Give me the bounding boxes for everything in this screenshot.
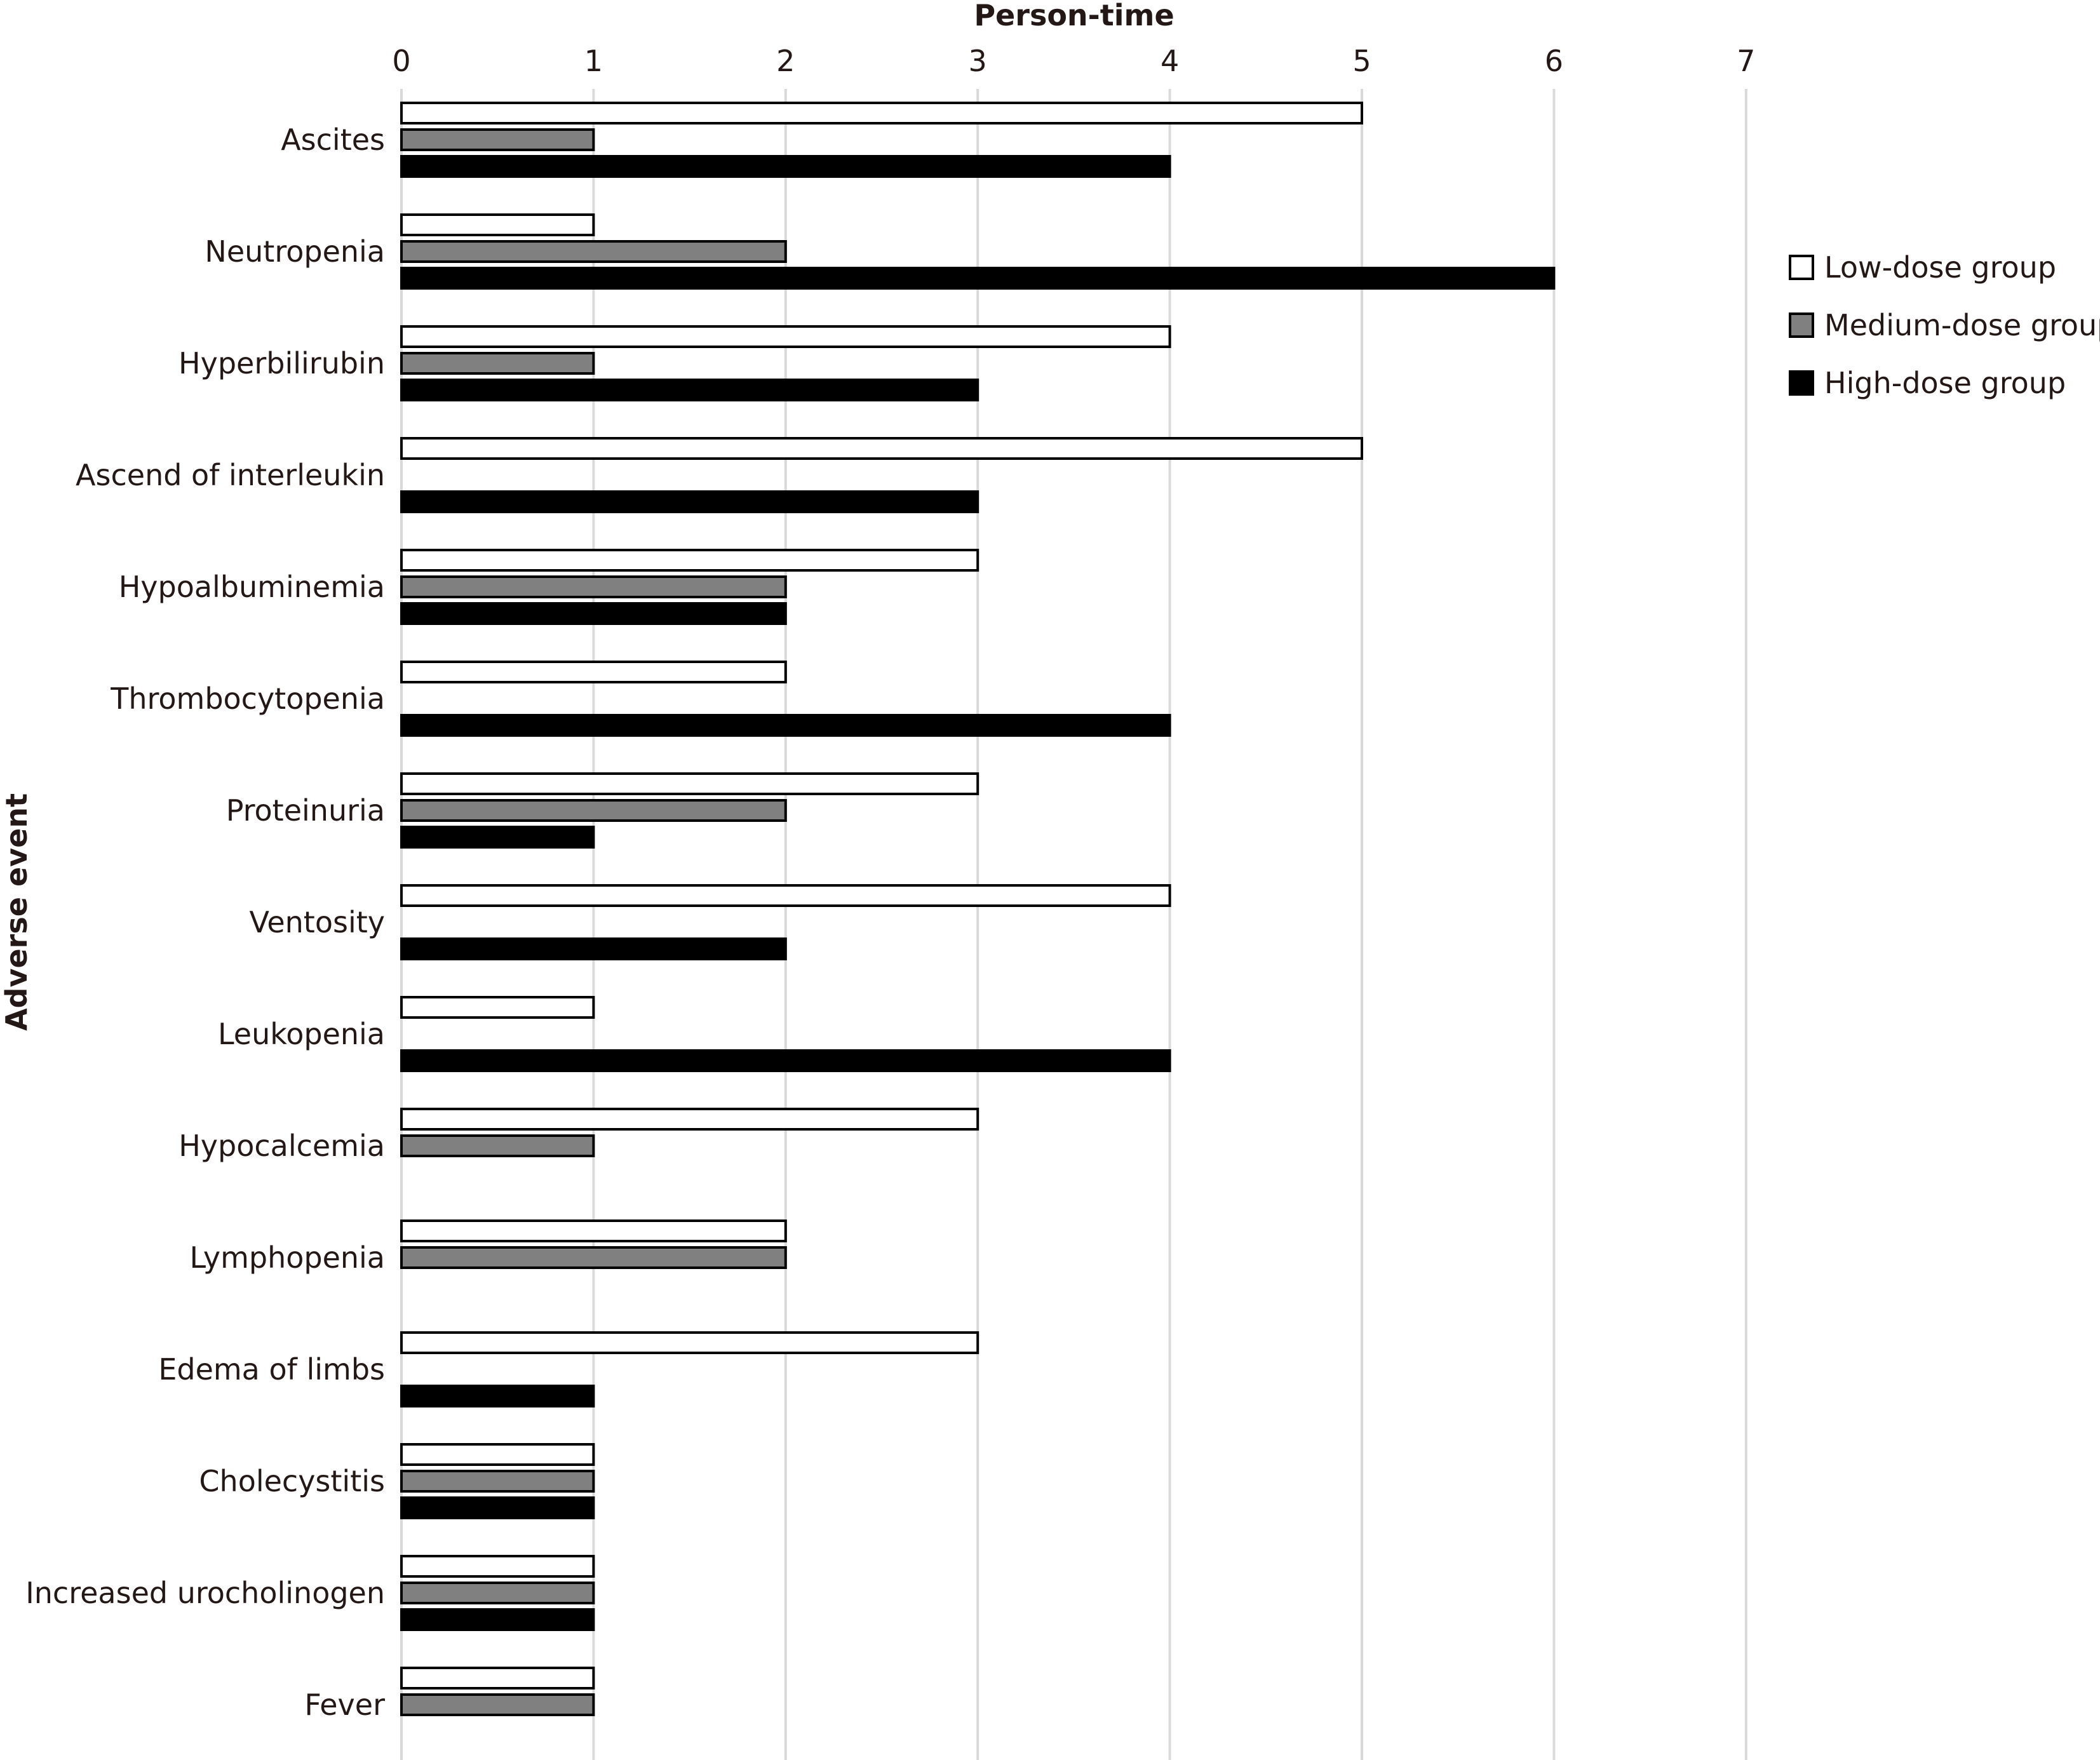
bar-high-dose-group-edema-of-limbs (400, 1385, 595, 1407)
category-label: Proteinuria (226, 793, 385, 828)
bar-high-dose-group-ventosity (400, 937, 787, 960)
category-label: Lymphopenia (189, 1240, 385, 1275)
bar-low-dose-group-hyperbilirubin (400, 325, 1171, 348)
x-tick-label: 2 (776, 44, 795, 78)
bar-low-dose-group-increased-urocholinogen (400, 1555, 595, 1578)
bar-high-dose-group-leukopenia (400, 1049, 1171, 1072)
x-axis-title: Person-time (974, 0, 1174, 32)
bar-medium-dose-group-lymphopenia (400, 1246, 787, 1269)
bar-high-dose-group-thrombocytopenia (400, 714, 1171, 737)
bar-medium-dose-group-proteinuria (400, 799, 787, 822)
category-label: Ascites (281, 123, 385, 157)
category-label: Increased urocholinogen (25, 1576, 385, 1610)
bar-medium-dose-group-hypocalcemia (400, 1134, 595, 1157)
category-label: Edema of limbs (158, 1352, 385, 1387)
y-axis-title: Adverse event (0, 793, 34, 1031)
bar-low-dose-group-edema-of-limbs (400, 1331, 979, 1354)
category-label: Hypocalcemia (178, 1129, 385, 1163)
bar-high-dose-group-increased-urocholinogen (400, 1608, 595, 1631)
bar-low-dose-group-ascites (400, 102, 1363, 124)
category-label: Thrombocytopenia (110, 682, 385, 716)
bar-low-dose-group-leukopenia (400, 996, 595, 1019)
category-label: Ventosity (249, 905, 385, 939)
legend-label-low-dose-group: Low-dose group (1824, 250, 2056, 285)
legend-label-high-dose-group: High-dose group (1824, 366, 2066, 400)
bar-low-dose-group-fever (400, 1667, 595, 1689)
y-axis-categories: Ascites Neutropenia Hyperbilirubin Ascend o… (25, 123, 385, 1722)
x-tick-label: 4 (1161, 44, 1179, 78)
legend: Low-dose group Medium-dose group High-dose… (1789, 250, 2100, 400)
bar-low-dose-group-ventosity (400, 884, 1171, 907)
bar-high-dose-group-neutropenia (400, 267, 1556, 290)
bar-high-dose-group-ascites (400, 155, 1171, 178)
bar-low-dose-group-proteinuria (400, 772, 979, 795)
bar-low-dose-group-hypocalcemia (400, 1108, 979, 1131)
legend-swatch-high-dose-group (1789, 370, 1814, 396)
bar-high-dose-group-ascend-of-interleukin (400, 490, 979, 513)
bar-low-dose-group-lymphopenia (400, 1219, 787, 1242)
bar-medium-dose-group-cholecystitis (400, 1470, 595, 1493)
legend-label-medium-dose-group: Medium-dose group (1824, 308, 2100, 342)
bar-medium-dose-group-fever (400, 1693, 595, 1716)
category-label: Neutropenia (205, 234, 385, 269)
bar-low-dose-group-thrombocytopenia (400, 661, 787, 683)
bar-medium-dose-group-increased-urocholinogen (400, 1582, 595, 1604)
bar-high-dose-group-hyperbilirubin (400, 379, 979, 401)
bar-medium-dose-group-hyperbilirubin (400, 352, 595, 375)
bar-medium-dose-group-neutropenia (400, 240, 787, 263)
x-tick-label: 6 (1545, 44, 1563, 78)
bar-high-dose-group-proteinuria (400, 826, 595, 849)
legend-swatch-low-dose-group (1789, 255, 1814, 280)
bar-low-dose-group-cholecystitis (400, 1443, 595, 1466)
x-tick-label: 0 (392, 44, 410, 78)
bar-medium-dose-group-hypoalbuminemia (400, 575, 787, 598)
x-axis-ticks: 0 1 2 3 4 5 6 7 (392, 44, 1755, 78)
x-tick-label: 3 (969, 44, 987, 78)
category-label: Ascend of interleukin (76, 458, 385, 492)
bar-high-dose-group-hypoalbuminemia (400, 602, 787, 625)
bar-low-dose-group-ascend-of-interleukin (400, 437, 1363, 460)
bar-low-dose-group-neutropenia (400, 213, 595, 236)
category-label: Fever (304, 1688, 385, 1722)
category-label: Cholecystitis (199, 1464, 385, 1498)
category-label: Hypoalbuminemia (119, 570, 385, 604)
category-label: Leukopenia (218, 1017, 385, 1051)
legend-swatch-medium-dose-group (1789, 312, 1814, 338)
x-tick-label: 7 (1737, 44, 1755, 78)
bar-low-dose-group-hypoalbuminemia (400, 549, 979, 572)
category-label: Hyperbilirubin (178, 346, 385, 380)
bar-medium-dose-group-ascites (400, 128, 595, 151)
bar-high-dose-group-cholecystitis (400, 1496, 595, 1519)
x-tick-label: 5 (1352, 44, 1371, 78)
bars (400, 102, 1556, 1716)
x-tick-label: 1 (584, 44, 603, 78)
